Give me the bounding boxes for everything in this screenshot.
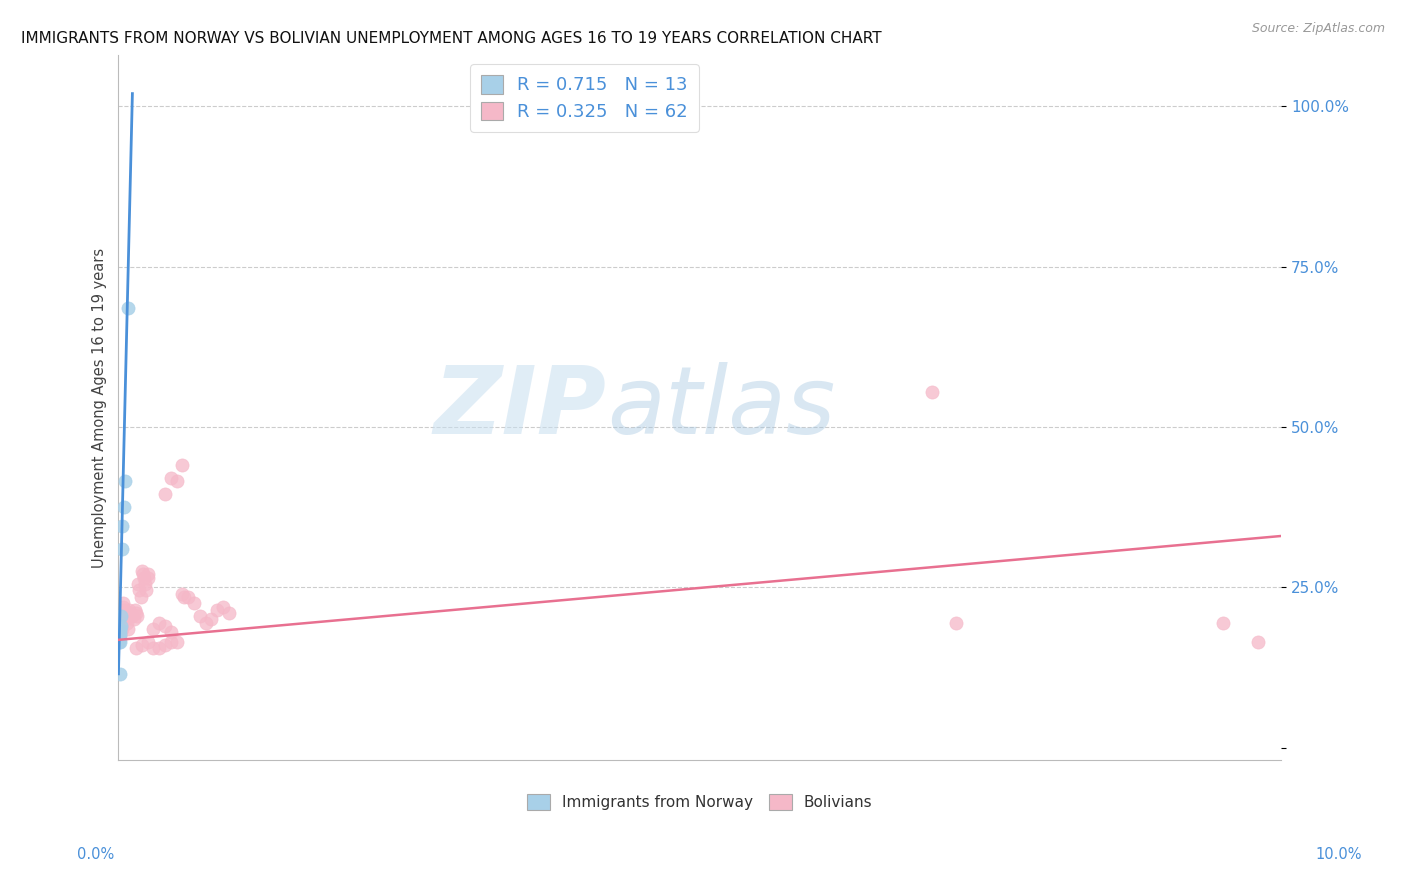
Point — [112, 500, 135, 515]
Point — [108, 628, 131, 642]
Text: Source: ZipAtlas.com: Source: ZipAtlas.com — [1251, 22, 1385, 36]
Point — [124, 603, 146, 617]
Point — [142, 641, 165, 656]
Point — [110, 609, 132, 624]
Point — [112, 609, 135, 624]
Point — [153, 487, 176, 501]
Point — [110, 615, 132, 630]
Text: 10.0%: 10.0% — [1315, 847, 1362, 862]
Point — [172, 458, 194, 473]
Point — [108, 634, 131, 648]
Point — [1247, 634, 1270, 648]
Point — [118, 603, 141, 617]
Point — [108, 622, 131, 636]
Legend: Immigrants from Norway, Bolivians: Immigrants from Norway, Bolivians — [522, 788, 879, 816]
Point — [128, 583, 150, 598]
Point — [153, 619, 176, 633]
Point — [132, 571, 155, 585]
Point — [183, 596, 205, 610]
Text: ZIP: ZIP — [434, 362, 607, 454]
Point — [132, 567, 155, 582]
Point — [125, 641, 148, 656]
Point — [111, 519, 134, 533]
Point — [159, 471, 181, 485]
Point — [921, 384, 943, 399]
Point — [117, 301, 139, 316]
Point — [110, 619, 132, 633]
Point — [136, 634, 159, 648]
Point — [131, 638, 153, 652]
Point — [117, 622, 139, 636]
Point — [188, 609, 211, 624]
Point — [110, 619, 132, 633]
Point — [136, 567, 159, 582]
Point — [111, 599, 134, 614]
Point — [136, 571, 159, 585]
Point — [131, 564, 153, 578]
Point — [125, 606, 148, 620]
Point — [135, 583, 157, 598]
Point — [108, 628, 131, 642]
Point — [166, 475, 188, 489]
Point — [108, 666, 131, 681]
Point — [166, 634, 188, 648]
Text: IMMIGRANTS FROM NORWAY VS BOLIVIAN UNEMPLOYMENT AMONG AGES 16 TO 19 YEARS CORREL: IMMIGRANTS FROM NORWAY VS BOLIVIAN UNEMP… — [21, 31, 882, 46]
Point — [120, 609, 142, 624]
Point — [108, 625, 131, 640]
Point — [111, 541, 134, 556]
Point — [125, 609, 148, 624]
Point — [115, 615, 138, 630]
Point — [159, 625, 181, 640]
Point — [127, 577, 149, 591]
Point — [108, 632, 131, 646]
Point — [177, 590, 200, 604]
Point — [212, 599, 235, 614]
Point — [194, 615, 217, 630]
Point — [173, 590, 195, 604]
Point — [108, 634, 131, 648]
Point — [122, 612, 145, 626]
Point — [134, 577, 156, 591]
Point — [111, 622, 134, 636]
Point — [945, 615, 967, 630]
Point — [108, 622, 131, 636]
Point — [129, 590, 152, 604]
Point — [153, 638, 176, 652]
Point — [159, 634, 181, 648]
Point — [172, 587, 194, 601]
Y-axis label: Unemployment Among Ages 16 to 19 years: Unemployment Among Ages 16 to 19 years — [93, 248, 107, 568]
Point — [114, 475, 136, 489]
Point — [112, 596, 135, 610]
Point — [148, 641, 170, 656]
Point — [142, 622, 165, 636]
Point — [121, 609, 143, 624]
Point — [1212, 615, 1234, 630]
Point — [148, 615, 170, 630]
Point — [200, 612, 222, 626]
Point — [114, 612, 136, 626]
Point — [120, 606, 142, 620]
Point — [112, 603, 135, 617]
Point — [108, 628, 131, 642]
Text: 0.0%: 0.0% — [77, 847, 114, 862]
Point — [207, 603, 229, 617]
Text: atlas: atlas — [607, 362, 835, 453]
Point — [218, 606, 240, 620]
